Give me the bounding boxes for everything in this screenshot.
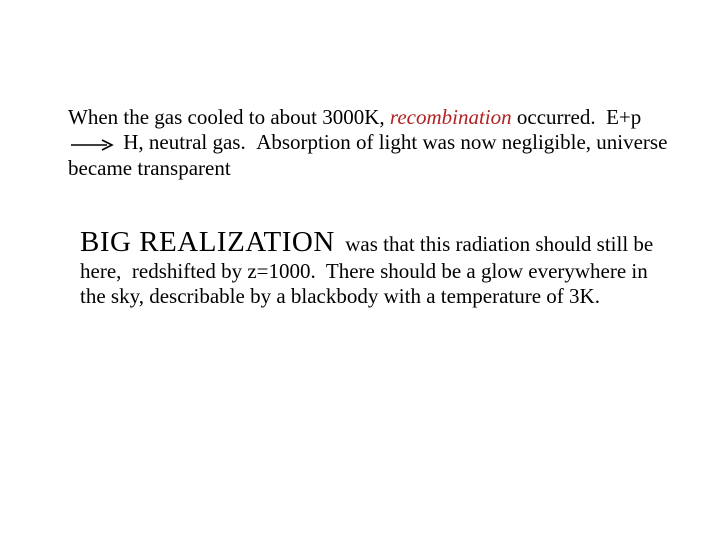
big-realization-heading: BIG REALIZATION	[80, 226, 335, 258]
paragraph-big-realization: BIG REALIZATION was that this radiation …	[80, 225, 660, 309]
slide: When the gas cooled to about 3000K, reco…	[0, 0, 720, 540]
para1-text-a: When the gas cooled to about 3000K,	[68, 105, 390, 129]
arrow-icon	[70, 132, 116, 157]
paragraph-recombination: When the gas cooled to about 3000K, reco…	[68, 105, 668, 181]
para1-text-c: H, neutral gas. Absorption of light was …	[68, 130, 667, 181]
para1-text-b: occurred. E+p	[512, 105, 642, 129]
para1-emphasis: recombination	[390, 105, 512, 129]
